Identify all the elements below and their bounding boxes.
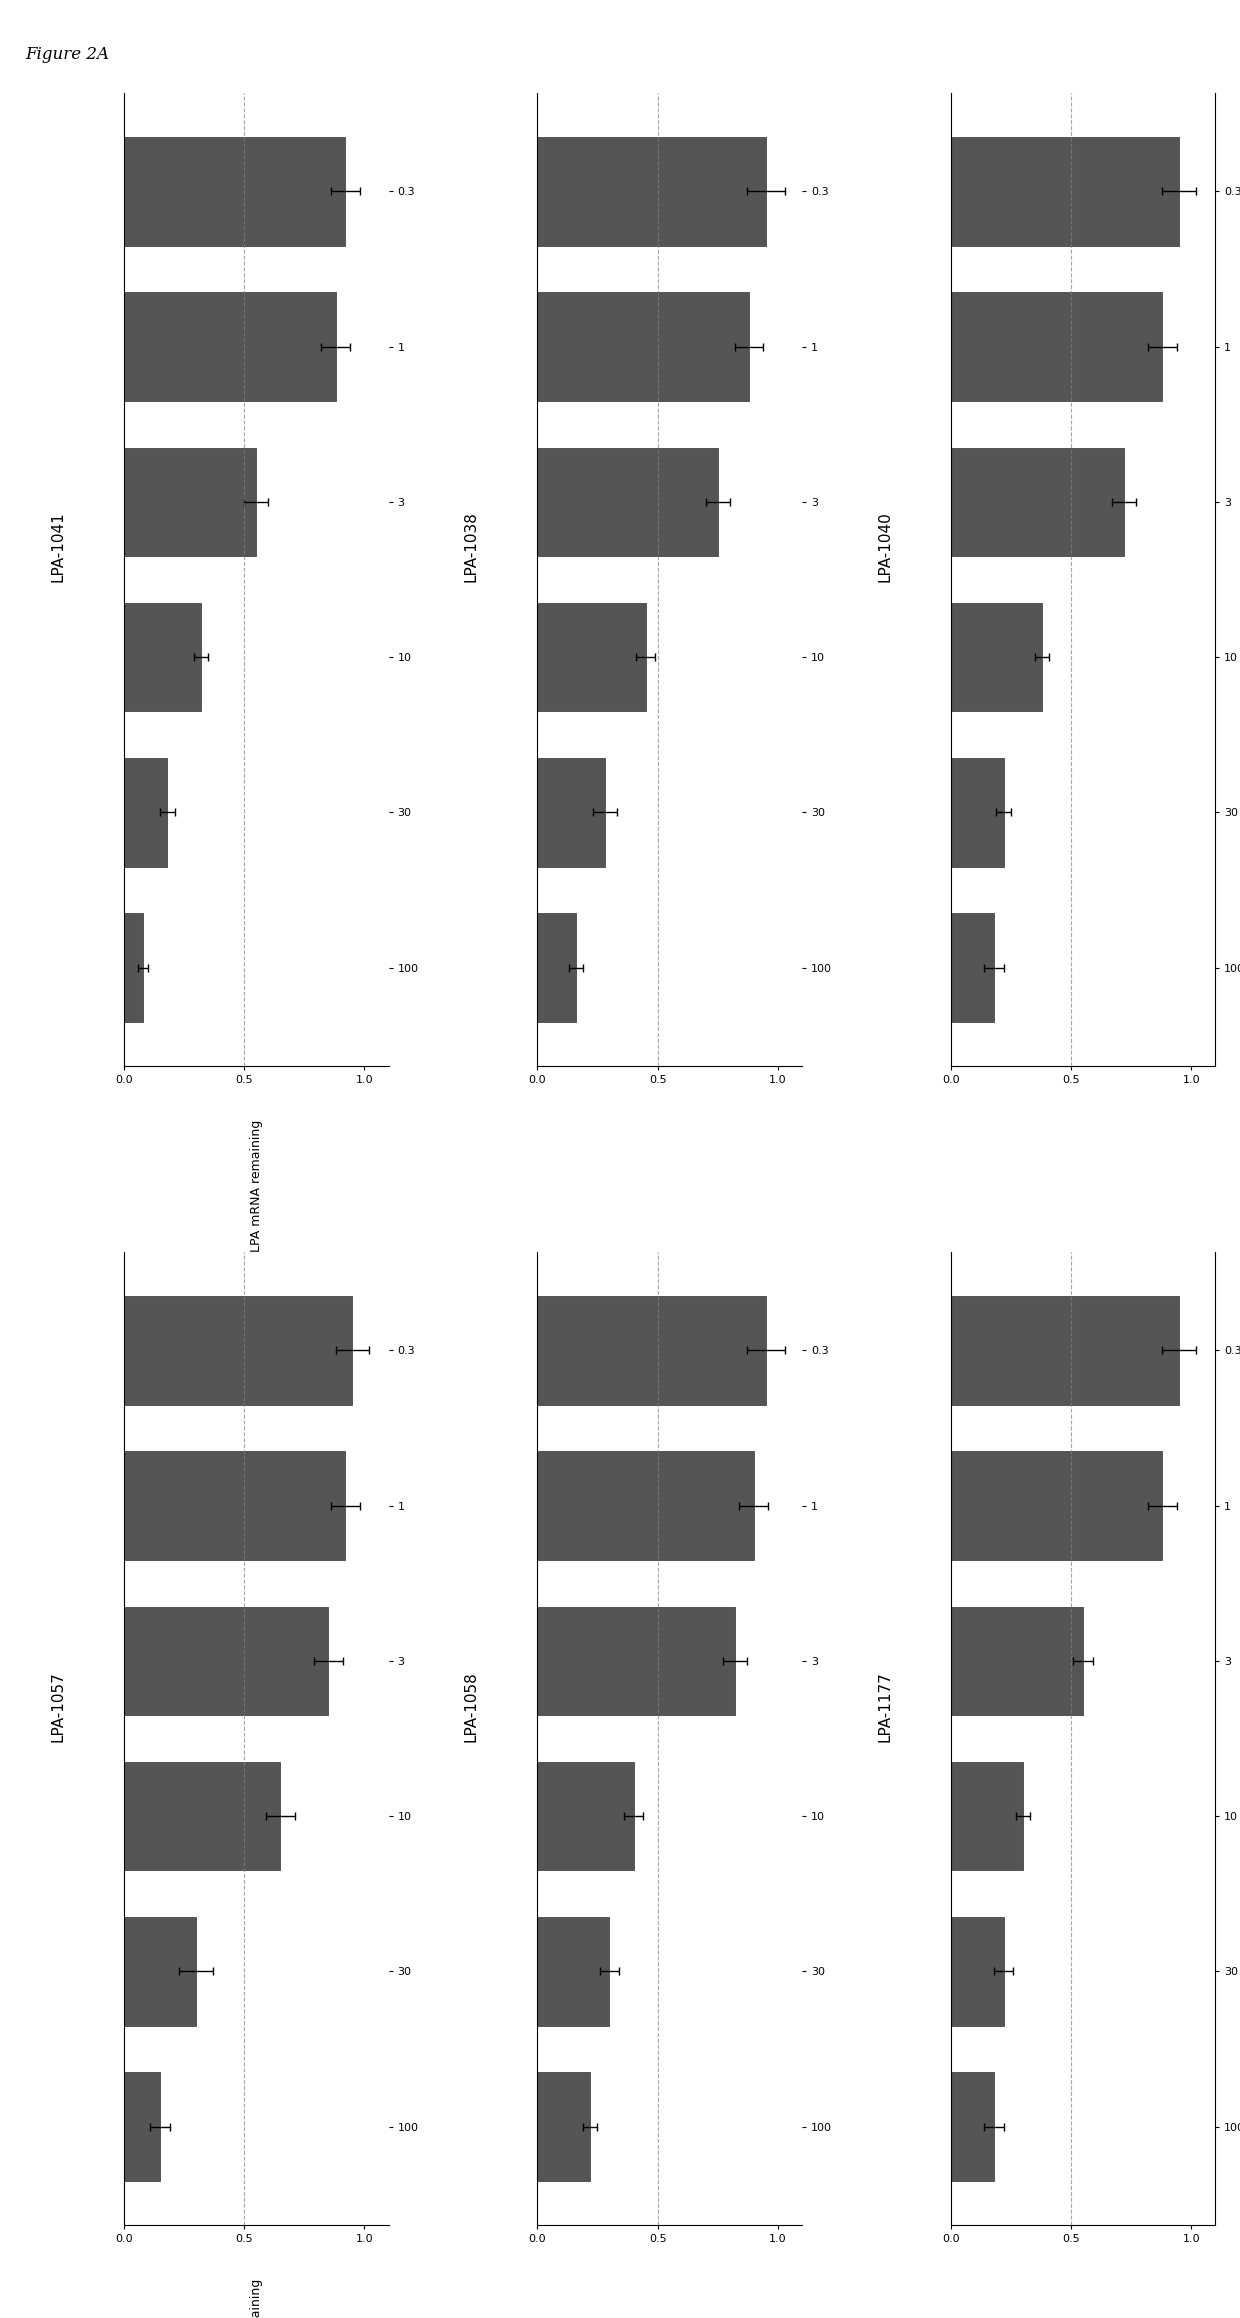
Text: Figure 2A: Figure 2A	[25, 46, 109, 63]
Bar	[951, 1917, 1003, 2026]
Bar	[951, 913, 994, 1022]
Bar	[951, 292, 1162, 401]
Bar	[951, 603, 1042, 712]
Bar	[537, 758, 605, 867]
Title: LPA-1041: LPA-1041	[51, 512, 66, 582]
Bar	[537, 913, 575, 1022]
Bar	[124, 603, 201, 712]
Bar	[537, 137, 766, 246]
Bar	[537, 1296, 766, 1405]
Bar	[951, 1451, 1162, 1560]
Bar	[951, 447, 1123, 556]
Bar	[537, 1606, 734, 1715]
Bar	[951, 1606, 1083, 1715]
Title: LPA-1040: LPA-1040	[877, 512, 892, 582]
Bar	[124, 2072, 160, 2181]
Bar	[124, 1762, 280, 1871]
Bar	[951, 1296, 1179, 1405]
Title: LPA-1177: LPA-1177	[877, 1671, 892, 1741]
Bar	[537, 1451, 754, 1560]
Bar	[951, 758, 1003, 867]
Bar	[951, 1762, 1023, 1871]
Bar	[951, 137, 1179, 246]
Bar	[537, 1917, 610, 2026]
Bar	[951, 2072, 994, 2181]
Bar	[537, 292, 749, 401]
Bar	[537, 603, 646, 712]
Bar	[124, 292, 336, 401]
Bar	[124, 913, 144, 1022]
Bar	[124, 1296, 352, 1405]
Bar	[124, 1451, 345, 1560]
X-axis label: LPA mRNA remaining: LPA mRNA remaining	[249, 1120, 263, 1252]
Bar	[124, 137, 345, 246]
Bar	[537, 1762, 634, 1871]
Bar	[124, 1917, 196, 2026]
X-axis label: LPA mRNA remaining: LPA mRNA remaining	[249, 2279, 263, 2318]
Title: LPA-1057: LPA-1057	[51, 1671, 66, 1741]
Bar	[124, 447, 257, 556]
Title: LPA-1058: LPA-1058	[464, 1671, 479, 1741]
Bar	[537, 447, 718, 556]
Title: LPA-1038: LPA-1038	[464, 512, 479, 582]
Bar	[537, 2072, 590, 2181]
Bar	[124, 1606, 329, 1715]
Bar	[124, 758, 167, 867]
